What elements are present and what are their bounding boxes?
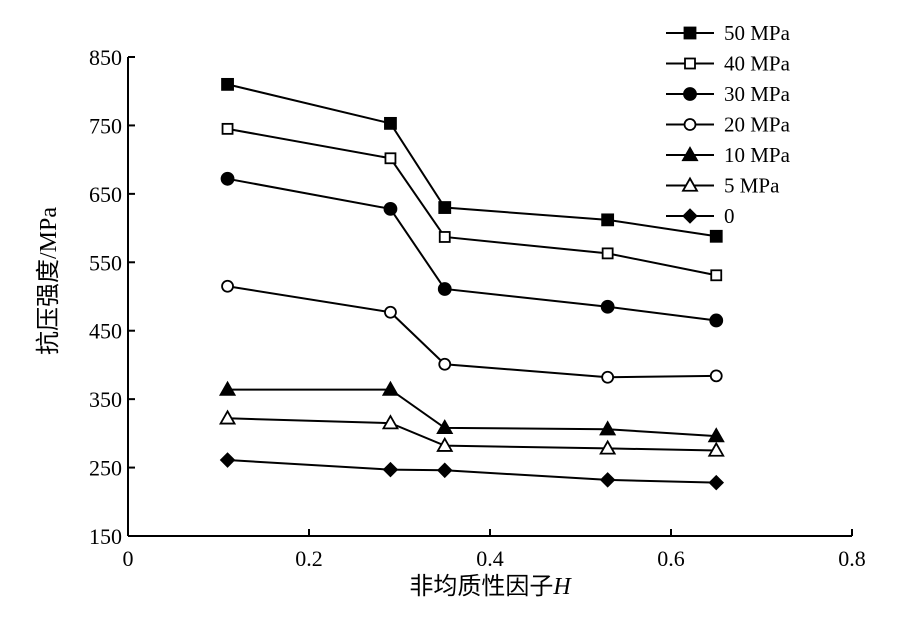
data-point: [600, 299, 615, 314]
data-point: [708, 474, 725, 491]
data-point: [599, 420, 617, 436]
legend-item: 40 MPa: [666, 52, 791, 76]
y-tick-label: 250: [89, 456, 122, 481]
series-2: [220, 171, 724, 328]
x-tick-label: 0.2: [295, 546, 323, 571]
x-axis-title-variable: H: [552, 574, 572, 600]
series-line: [227, 127, 717, 277]
legend-marker: [683, 87, 697, 101]
legend-item: 5 MPa: [666, 174, 780, 198]
legend-label: 5 MPa: [724, 174, 780, 198]
legend-label: 30 MPa: [724, 82, 791, 106]
y-tick-label: 850: [89, 45, 122, 70]
data-point: [601, 213, 615, 227]
data-point: [384, 116, 397, 130]
series-4: [218, 380, 725, 443]
series-line: [227, 83, 717, 238]
series-line: [227, 388, 717, 438]
y-tick-label: 350: [89, 387, 122, 412]
data-point: [709, 229, 723, 243]
legend-label: 0: [724, 204, 735, 228]
data-point: [218, 380, 237, 396]
series-1: [221, 122, 723, 282]
data-point: [381, 414, 400, 430]
y-tick-label: 650: [89, 182, 122, 207]
y-tick-label: 550: [89, 250, 122, 275]
series-line: [227, 285, 717, 379]
legend-marker: [683, 26, 697, 40]
data-point: [383, 202, 398, 216]
axes: 150 250 350 450 550 650 750 850 0 0.2 0.4 0.6 0.8: [89, 45, 866, 571]
legend-marker: [681, 146, 699, 162]
data-point: [384, 152, 397, 165]
legend-label: 10 MPa: [724, 143, 791, 167]
legend-item: 20 MPa: [666, 113, 791, 137]
data-point: [384, 305, 397, 319]
data-point: [438, 201, 452, 214]
data-point: [601, 370, 615, 384]
series-line: [227, 417, 717, 452]
data-point: [709, 313, 724, 328]
y-axis-title: 抗压强度/MPa: [35, 207, 62, 355]
data-point: [438, 231, 451, 243]
data-point: [707, 427, 725, 443]
data-point: [219, 452, 236, 468]
data-point: [382, 461, 399, 478]
legend-marker: [683, 118, 697, 131]
legend-label: 20 MPa: [724, 113, 791, 137]
legend-item: 50 MPa: [666, 21, 791, 45]
data-point: [221, 279, 234, 293]
x-tick-label: 0.6: [657, 546, 685, 571]
data-point: [436, 462, 453, 479]
series-3: [221, 279, 723, 384]
x-tick-label: 0.4: [476, 546, 504, 571]
series-line: [227, 459, 717, 484]
data-point: [707, 441, 725, 457]
legend-label: 40 MPa: [724, 52, 791, 76]
data-point: [438, 357, 452, 371]
y-tick-label: 450: [89, 319, 122, 344]
data-point: [437, 282, 452, 296]
data-point: [381, 380, 400, 396]
data-point: [221, 77, 234, 91]
legend-item: 30 MPa: [666, 82, 791, 106]
y-tick-label: 750: [89, 113, 122, 138]
data-point: [601, 247, 614, 260]
data-point: [218, 409, 237, 425]
data-point: [221, 122, 234, 135]
legend-marker: [682, 208, 698, 224]
data-point: [436, 419, 454, 435]
data-point: [436, 436, 454, 452]
data-point: [710, 269, 723, 282]
x-tick-label: 0: [123, 546, 134, 571]
legend-marker: [681, 176, 699, 192]
y-tick-label: 150: [89, 524, 122, 549]
series-0: [221, 77, 723, 243]
series-line: [227, 177, 717, 322]
series-5: [218, 409, 725, 457]
data-point: [709, 369, 723, 383]
x-tick-label: 0.8: [838, 546, 866, 571]
data-point: [599, 439, 617, 455]
legend: 50 MPa 40 MPa 30 MPa 20 MPa 10 MPa 5 MPa 0: [666, 21, 791, 228]
legend-item: 0: [666, 204, 735, 228]
x-axis-title-text: 非均质性因子: [409, 573, 553, 600]
legend-item: 10 MPa: [666, 143, 791, 167]
x-axis-title: 非均质性因子H: [409, 573, 572, 600]
plot-area: [218, 77, 725, 491]
data-point: [220, 171, 235, 186]
legend-marker: [684, 57, 696, 70]
series-6: [219, 452, 725, 491]
data-point: [599, 472, 616, 488]
legend-label: 50 MPa: [724, 21, 791, 45]
